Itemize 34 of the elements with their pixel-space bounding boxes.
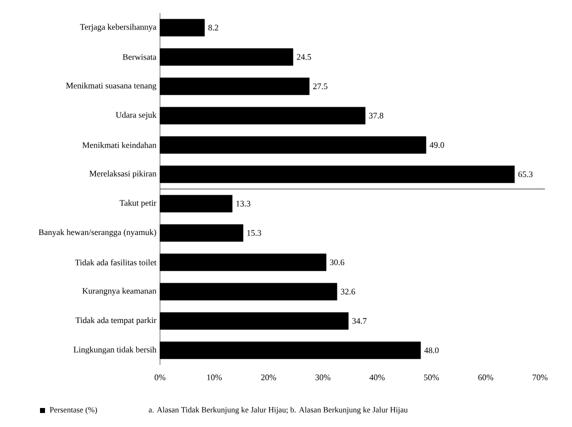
text: a. Alasan Tidak Berkunjung ke Jalur Hijau; b. Alasan Berkunjung ke Jalur Hijau <box>148 406 408 414</box>
data-label: 48.0 <box>424 347 439 354</box>
x-tick-label: 60% <box>478 374 494 380</box>
data-label: 13.3 <box>236 200 250 207</box>
data-label: 49.0 <box>430 142 444 148</box>
y-tick-label: Terjaga kebersihannya <box>80 24 156 32</box>
y-tick-label: Tidak ada tempat parkir <box>76 317 156 325</box>
y-tick-label: Menikmati suasana tenang <box>66 82 156 90</box>
data-label: 37.8 <box>369 112 384 119</box>
data-label: 34.7 <box>352 318 367 324</box>
data-label: 15.3 <box>247 230 262 236</box>
y-tick-label: Udara sejuk <box>116 112 156 120</box>
data-label: 65.3 <box>518 171 533 178</box>
y-tick-label: Banyak hewan/serangga (nyamuk) <box>38 229 156 237</box>
y-tick-label: Lingkungan tidak bersih <box>74 346 156 354</box>
legend-label: Persentase (%) <box>50 406 97 414</box>
data-label: 32.6 <box>340 288 356 295</box>
y-tick-label: Kurangnya keamanan <box>82 288 156 296</box>
x-tick-label: 50% <box>424 374 439 380</box>
y-tick-label: Menikmati keindahan <box>82 142 156 148</box>
y-tick-label: Tidak ada fasilitas toilet <box>75 259 156 266</box>
y-tick-label: Merelaksasi pikiran <box>89 170 156 178</box>
y-tick-label: Takut petir <box>120 200 156 208</box>
data-label: 30.6 <box>330 259 344 266</box>
x-tick-label: 10% <box>207 374 222 380</box>
x-tick-label: 20% <box>261 374 276 380</box>
data-label: 24.5 <box>296 54 312 60</box>
x-tick-label: 30% <box>315 374 330 380</box>
x-tick-label: 40% <box>370 374 385 380</box>
y-tick-label: Berwisata <box>122 54 156 60</box>
data-label: 8.2 <box>208 24 218 31</box>
x-tick-label: 0% <box>154 374 166 380</box>
data-label: 27.5 <box>313 83 328 90</box>
x-tick-label: 70% <box>532 374 548 380</box>
